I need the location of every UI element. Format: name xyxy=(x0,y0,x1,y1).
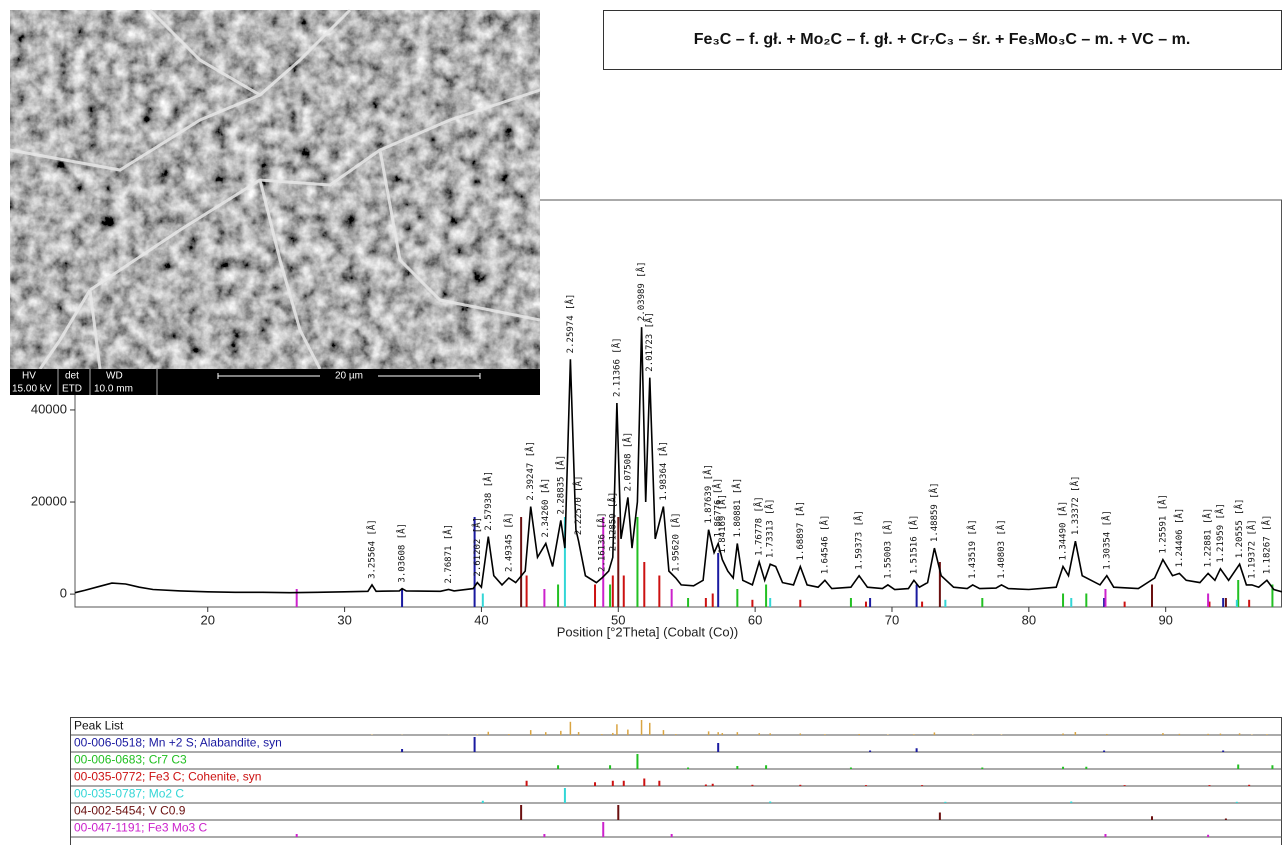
grain-boundaries xyxy=(9,8,541,370)
peak-label: 1.87639 [Å] xyxy=(702,464,714,524)
phase-list-panel: Peak List 00-006-0518; Mn +2 S; Alabandit… xyxy=(70,717,1282,845)
peak-label: 2.34260 [Å] xyxy=(539,478,551,538)
peak-label: 2.11366 [Å] xyxy=(610,337,622,397)
peak-label: 1.86776 [Å] xyxy=(712,478,724,538)
sem-micrograph xyxy=(10,10,540,369)
peak-label: 1.59373 [Å] xyxy=(853,510,865,570)
boundary xyxy=(89,88,541,292)
peak-label: 2.07508 [Å] xyxy=(621,432,633,492)
phase-label: 00-035-0787; Mo2 C xyxy=(74,787,184,801)
phase-label: 00-006-0518; Mn +2 S; Alabandite, syn xyxy=(74,736,282,750)
peak-label: 2.28835 [Å] xyxy=(554,455,566,515)
peak-label: 1.76778 [Å] xyxy=(753,496,765,556)
phase-label: Peak List xyxy=(74,719,124,733)
boundary xyxy=(9,8,352,172)
phase-box: Fe₃C – f. gł. + Mo₂C – f. gł. + Cr₇C₃ – … xyxy=(603,10,1282,70)
peak-label: 1.19372 [Å] xyxy=(1245,519,1257,579)
peak-label: 3.03608 [Å] xyxy=(396,523,408,583)
x-axis-title: Position [°2Theta] (Cobalt (Co)) xyxy=(557,624,739,639)
y-tick-label: 0 xyxy=(60,586,67,601)
peak-label: 2.39247 [Å] xyxy=(524,441,536,501)
boundary xyxy=(38,289,92,370)
peak-label: 2.03989 [Å] xyxy=(635,261,647,321)
peak-label: 1.48859 [Å] xyxy=(928,482,940,542)
x-tick-label: 80 xyxy=(1022,612,1036,627)
peak-label: 1.55003 [Å] xyxy=(881,519,893,579)
peak-label: 2.16136 [Å] xyxy=(595,512,607,572)
peak-label: 1.34490 [Å] xyxy=(1057,501,1069,561)
peak-label: 2.12850 [Å] xyxy=(606,492,618,552)
info-label: HV xyxy=(22,371,36,382)
scale-label-bg xyxy=(320,370,378,382)
peak-label: 1.68897 [Å] xyxy=(794,501,806,561)
xrd-chart: 20 30 40 50 60 70 80 90 0 20000 40000 Position [°2T… xyxy=(31,199,1282,639)
peak-label: 1.18267 [Å] xyxy=(1260,515,1272,575)
sem-image: HV det WD 15.00 kV ETD 10.0 mm 20 µm xyxy=(9,8,541,395)
peak-label: 1.33372 [Å] xyxy=(1069,476,1081,536)
scale-bar-label: 20 µm xyxy=(335,371,363,382)
y-tick-label: 40000 xyxy=(31,401,67,416)
boundary xyxy=(258,179,322,370)
info-separators xyxy=(57,369,158,395)
peak-label: 1.84169 [Å] xyxy=(716,494,728,554)
peak-label: 2.25974 [Å] xyxy=(564,294,576,354)
peak-label: 1.43519 [Å] xyxy=(966,519,978,579)
peak-label: 1.51516 [Å] xyxy=(907,515,919,575)
y-tick-label: 20000 xyxy=(31,493,67,508)
info-value: 10.0 mm xyxy=(94,384,133,395)
peak-label: 1.22881 [Å] xyxy=(1202,508,1214,568)
x-tick-label: 40 xyxy=(474,612,488,627)
x-tick-label: 90 xyxy=(1158,612,1172,627)
boundary xyxy=(88,289,102,370)
peak-label: 1.20555 [Å] xyxy=(1233,499,1245,559)
info-value: ETD xyxy=(62,384,82,395)
peak-label: 1.64546 [Å] xyxy=(818,515,830,575)
peak-label: 1.98364 [Å] xyxy=(657,441,669,501)
peak-label: 2.49345 [Å] xyxy=(502,512,514,572)
peak-label: 1.30354 [Å] xyxy=(1100,510,1112,570)
phase-label: 04-002-5454; V C0.9 xyxy=(74,804,186,818)
x-tick-label: 20 xyxy=(201,612,215,627)
phase-summary: Fe₃C – f. gł. + Mo₂C – f. gł. + Cr₇C₃ – … xyxy=(694,31,1191,48)
x-tick-label: 50 xyxy=(611,612,625,627)
peak-label: 1.25591 [Å] xyxy=(1156,494,1168,554)
boundary xyxy=(148,8,261,97)
peak-label: 2.01723 [Å] xyxy=(643,312,655,372)
info-label: WD xyxy=(106,371,123,382)
x-tick-label: 70 xyxy=(885,612,899,627)
sem-info-bar xyxy=(10,369,540,395)
phase-label: 00-006-0683; Cr7 C3 xyxy=(74,753,187,767)
phase-label: 00-047-1191; Fe3 Mo3 C xyxy=(74,821,208,835)
peak-label: 1.73313 [Å] xyxy=(764,499,776,559)
phase-box-frame xyxy=(603,10,1282,70)
info-value: 15.00 kV xyxy=(12,384,52,395)
peak-label: 1.40803 [Å] xyxy=(995,519,1007,579)
info-label: det xyxy=(65,371,79,382)
peak-label: 3.25564 [Å] xyxy=(365,519,377,579)
peak-label: 2.22570 [Å] xyxy=(572,476,584,536)
peak-label: 1.80881 [Å] xyxy=(731,478,743,538)
peak-label: 2.76871 [Å] xyxy=(442,524,454,584)
phase-label: 00-035-0772; Fe3 C; Cohenite, syn xyxy=(74,770,261,784)
boundary xyxy=(378,149,541,322)
peak-label: 1.21959 [Å] xyxy=(1214,503,1226,563)
x-tick-label: 60 xyxy=(748,612,762,627)
panel-frame xyxy=(70,717,1282,845)
peak-label: 1.24406 [Å] xyxy=(1173,508,1185,568)
peak-label: 1.95620 [Å] xyxy=(669,512,681,572)
diffraction-pattern xyxy=(74,327,1282,594)
peak-label: 2.57938 [Å] xyxy=(482,471,494,531)
peak-label: 2.61202 [Å] xyxy=(471,517,483,577)
x-tick-label: 30 xyxy=(337,612,351,627)
